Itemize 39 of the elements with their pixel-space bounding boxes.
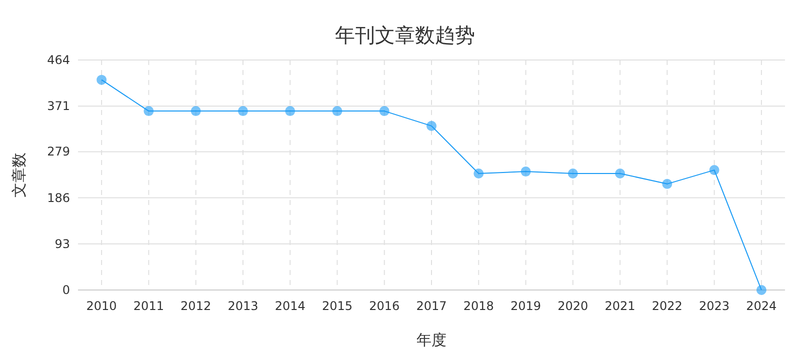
y-axis-title: 文章数 — [10, 152, 28, 198]
point — [709, 165, 720, 176]
y-tick-label: 0 — [62, 283, 70, 297]
y-tick-label: 186 — [47, 190, 70, 205]
x-tick-label: 2015 — [322, 299, 353, 313]
point — [568, 168, 578, 179]
x-tick-label: 2011 — [133, 299, 164, 313]
y-tick-label: 93 — [54, 236, 70, 251]
point — [662, 178, 672, 189]
point — [615, 168, 626, 179]
x-tick-label: 2012 — [180, 299, 212, 313]
x-tick-label: 2013 — [228, 299, 258, 313]
point — [474, 168, 484, 179]
x-tick-label: 2014 — [274, 299, 306, 313]
point — [144, 106, 154, 116]
x-tick-label: 2024 — [746, 299, 777, 313]
x-tick-label: 2016 — [369, 299, 400, 313]
x-tick-label: 2018 — [463, 299, 494, 313]
x-axis-title: 年度 — [416, 331, 446, 349]
x-tick-label: 2023 — [699, 299, 730, 313]
point — [285, 106, 296, 116]
x-tick-label: 2021 — [604, 299, 636, 313]
point — [96, 74, 107, 85]
x-tick-label: 2017 — [416, 299, 447, 313]
point — [379, 106, 390, 116]
point — [426, 120, 436, 131]
point — [756, 285, 766, 295]
y-tick-label: 464 — [47, 53, 70, 67]
chart-title: 年刊文章数趋势 — [335, 23, 475, 47]
point — [238, 106, 248, 116]
point — [332, 106, 342, 116]
y-tick-label: 371 — [47, 99, 70, 114]
x-tick-label: 2019 — [510, 299, 542, 313]
x-tick-label: 2020 — [558, 299, 588, 313]
x-tick-label: 2010 — [86, 299, 117, 313]
x-tick-label: 2022 — [652, 299, 682, 313]
y-tick-label: 279 — [47, 144, 70, 159]
point — [520, 166, 531, 177]
point — [190, 106, 201, 116]
